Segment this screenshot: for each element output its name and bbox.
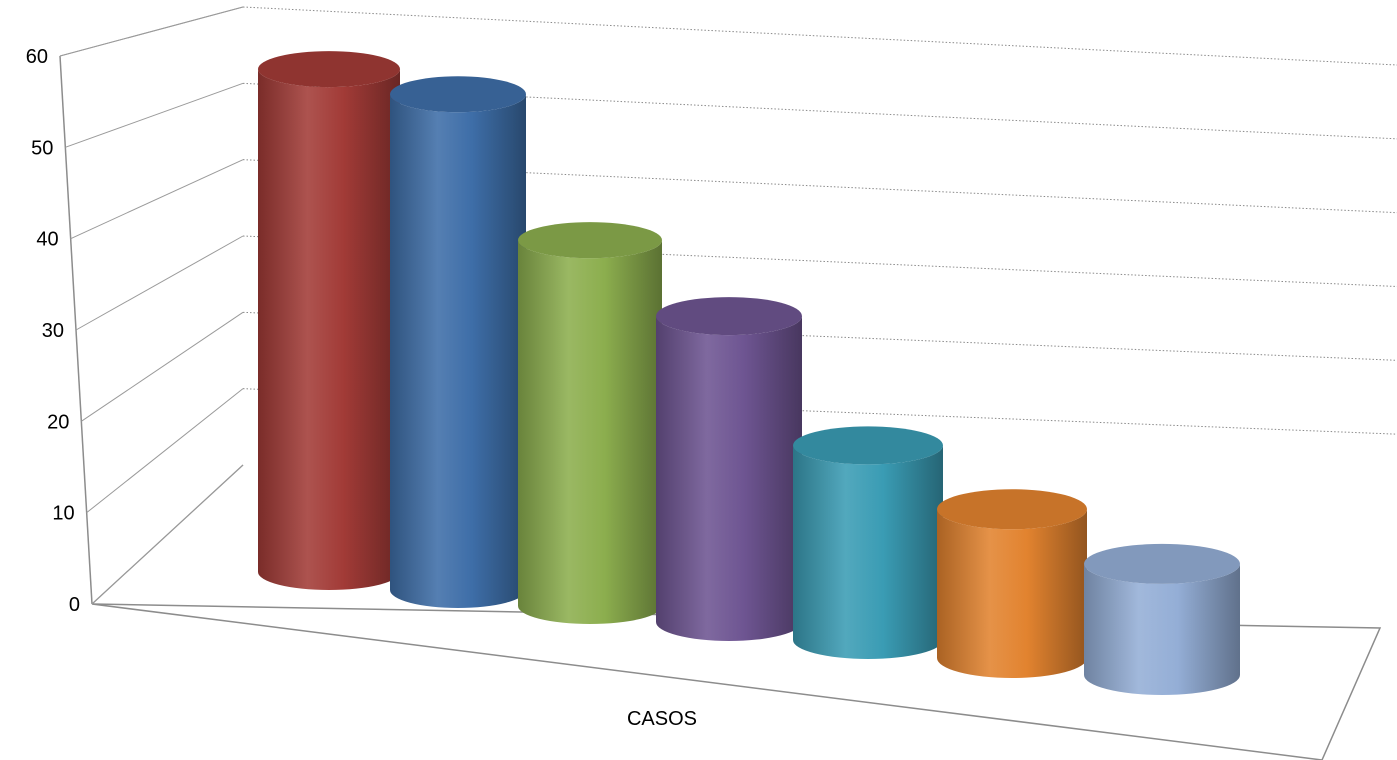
bars <box>258 51 1240 695</box>
side-gridline <box>75 235 244 331</box>
y-tick-label: 10 <box>52 503 74 525</box>
y-tick-label: 50 <box>31 137 53 159</box>
y-tick-label: 60 <box>26 46 48 68</box>
bar-body <box>937 509 1087 678</box>
side-gridline <box>86 388 244 514</box>
bar-body <box>390 94 526 608</box>
bar-cylinder <box>656 297 802 641</box>
y-axis-ticks: 0 10 20 30 40 50 60 <box>26 46 80 616</box>
y-tick-label: 20 <box>47 411 69 433</box>
bar-body <box>656 316 802 641</box>
bar-top <box>390 76 526 113</box>
bar-body <box>258 69 400 591</box>
bar-cylinder <box>518 222 662 624</box>
bar-top <box>937 489 1087 530</box>
y-tick-label: 0 <box>69 594 80 616</box>
side-gridline <box>59 6 244 57</box>
x-category-label: CASOS <box>627 708 697 730</box>
bar-body <box>518 240 662 624</box>
bar-top <box>518 222 662 259</box>
bar-cylinder <box>1084 543 1240 695</box>
bar-top <box>258 51 400 88</box>
bar-top <box>656 297 802 336</box>
y-tick-label: 40 <box>36 229 58 251</box>
back-gridline <box>242 6 1397 66</box>
side-gridline <box>70 159 244 240</box>
bar-body <box>793 445 943 659</box>
bar-body <box>1084 563 1240 695</box>
y-tick-label: 30 <box>42 320 64 342</box>
side-gridline <box>81 311 244 422</box>
side-gridline <box>65 82 244 148</box>
bar-cylinder <box>793 426 943 659</box>
bar-cylinder <box>390 76 526 608</box>
side-gridline <box>91 464 244 605</box>
bar-cylinder <box>258 51 400 591</box>
bar-cylinder <box>937 489 1087 678</box>
bar-top <box>793 426 943 465</box>
bar-top <box>1084 543 1240 584</box>
